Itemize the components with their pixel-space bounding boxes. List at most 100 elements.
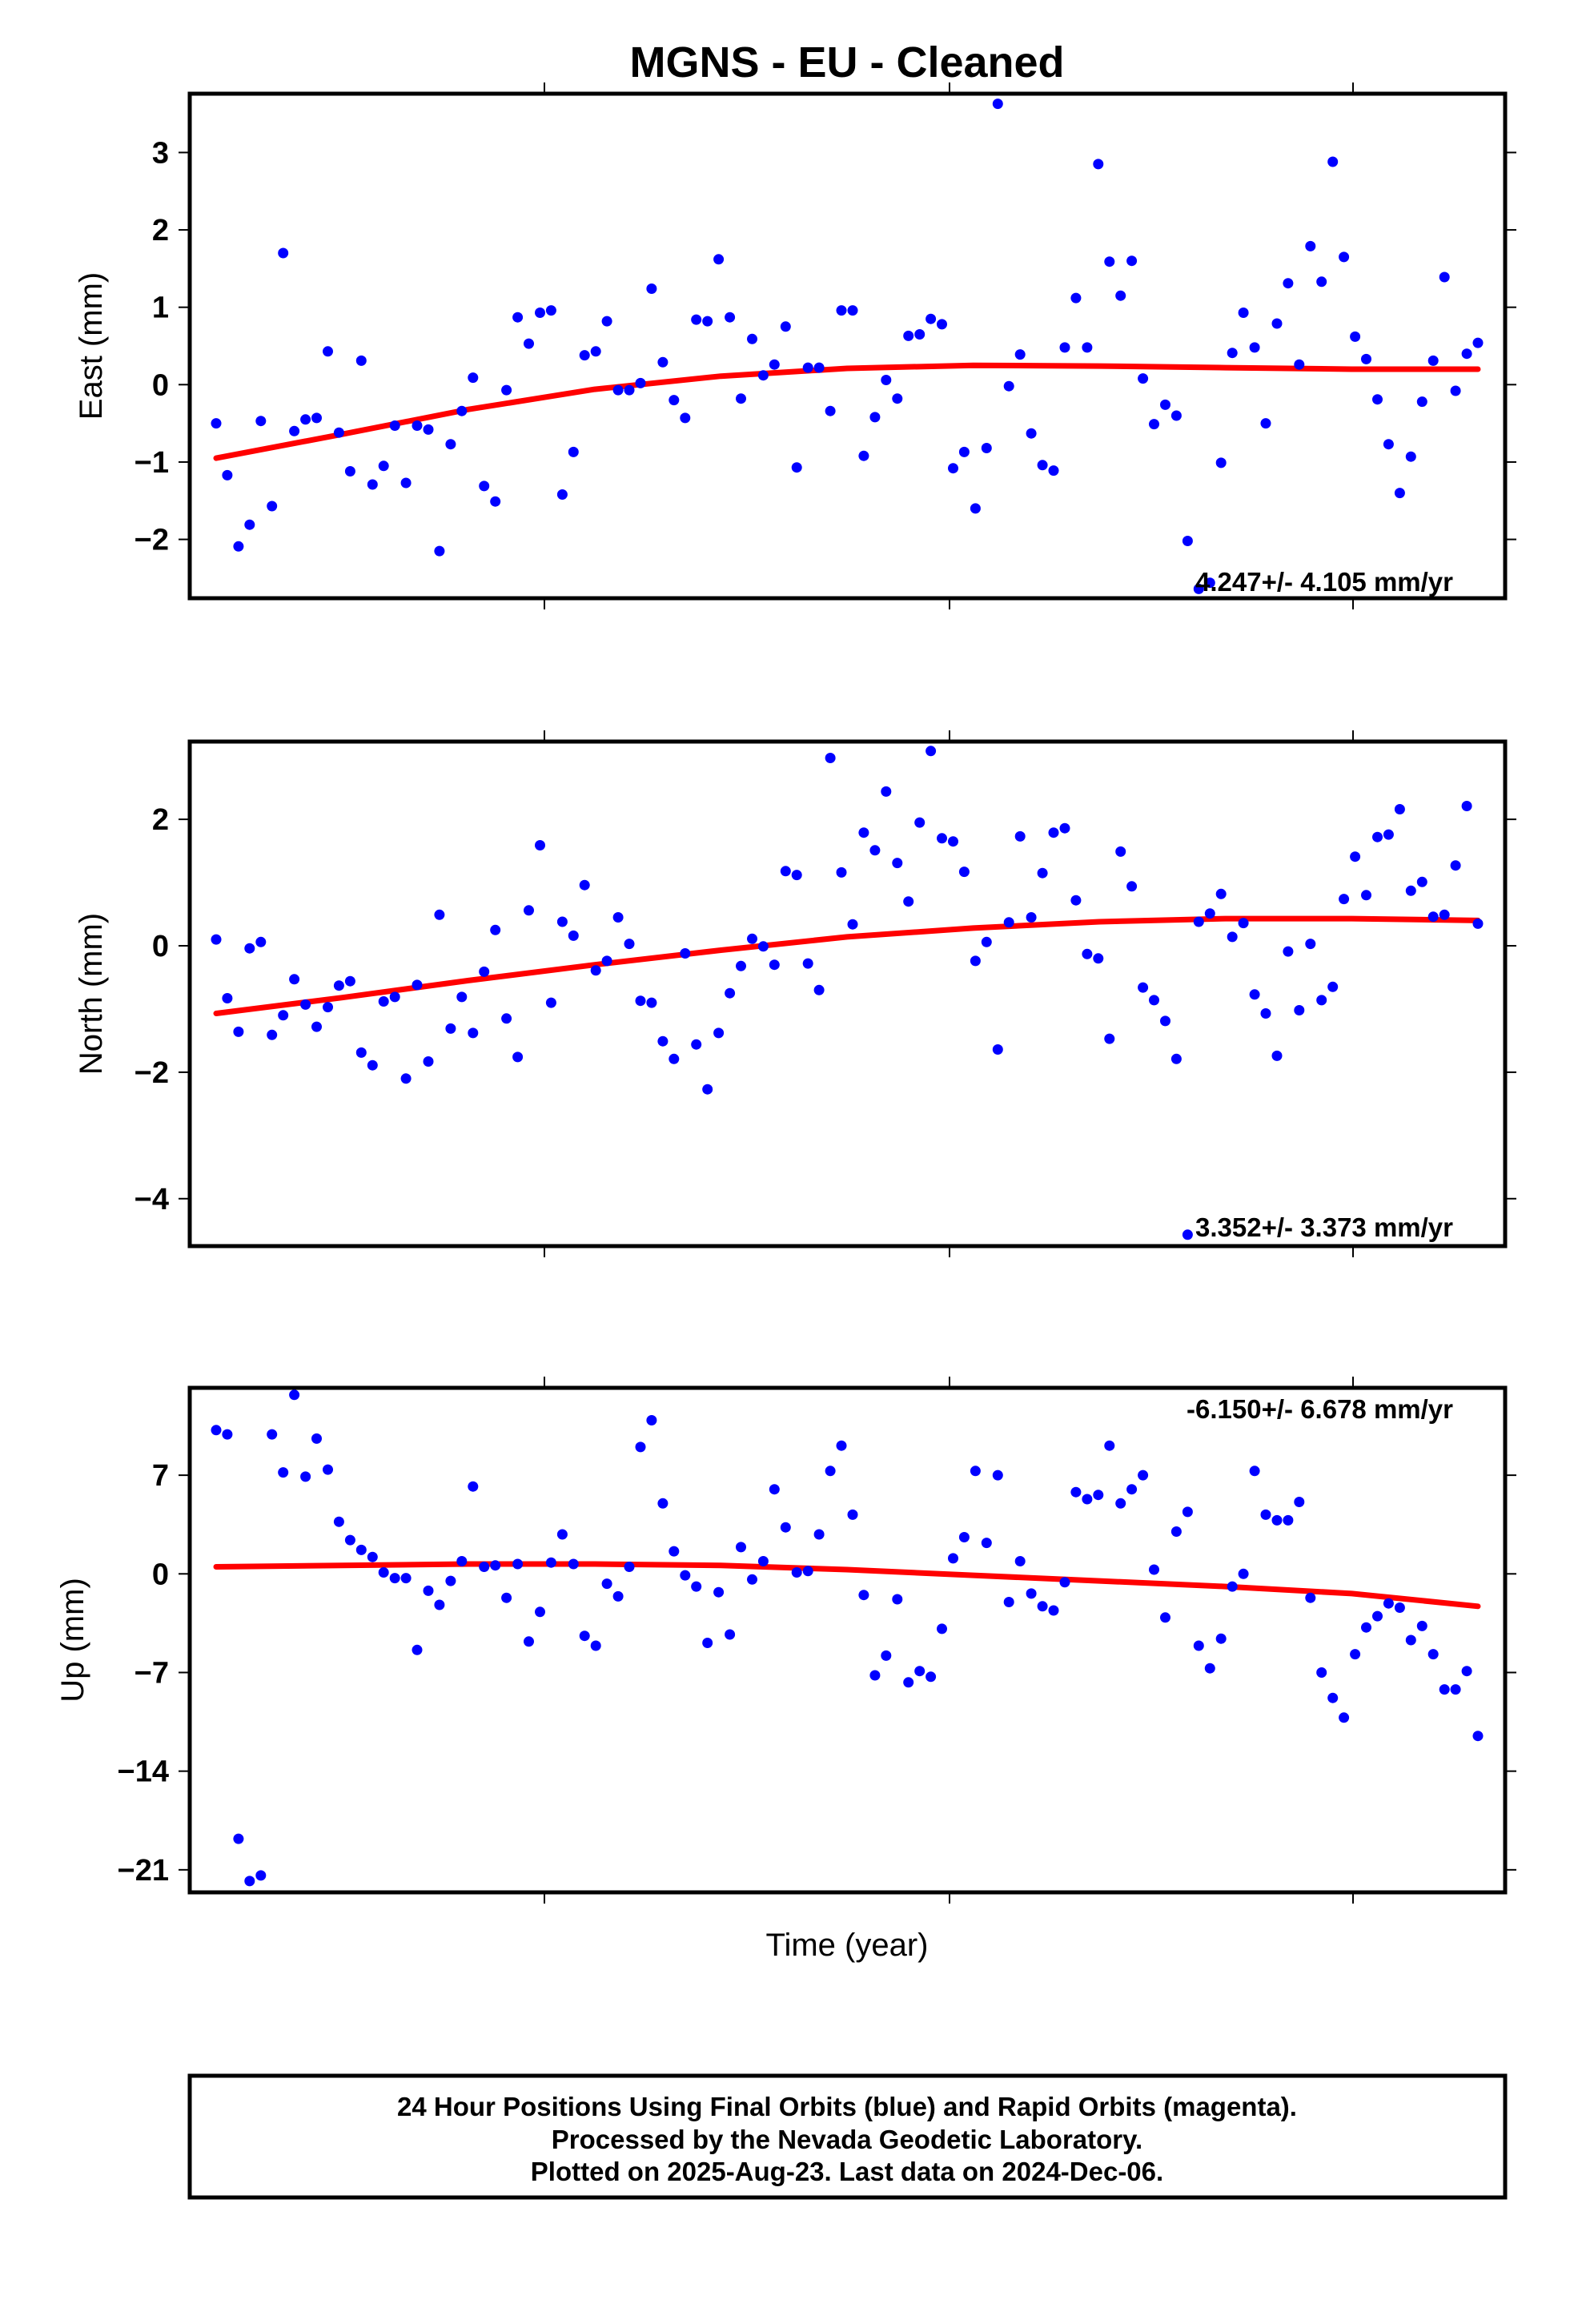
velocity-label: -6.150+/- 6.678 mm/yr bbox=[1186, 1394, 1453, 1424]
data-point bbox=[1405, 885, 1416, 896]
data-point bbox=[757, 1556, 769, 1566]
data-point bbox=[1204, 908, 1215, 919]
data-point bbox=[289, 1389, 300, 1401]
x-ticks bbox=[544, 730, 1354, 1257]
data-point bbox=[479, 1562, 490, 1572]
data-point bbox=[858, 827, 869, 838]
data-point bbox=[657, 1498, 669, 1509]
data-point bbox=[434, 1599, 445, 1610]
data-point bbox=[389, 1573, 400, 1584]
data-point bbox=[691, 1039, 702, 1050]
data-point bbox=[992, 1470, 1003, 1481]
data-point bbox=[926, 313, 937, 324]
data-point bbox=[970, 1466, 981, 1477]
data-point bbox=[1394, 804, 1405, 814]
data-point bbox=[1082, 948, 1093, 959]
data-point bbox=[1126, 1484, 1138, 1495]
data-point bbox=[1048, 827, 1059, 838]
data-point bbox=[914, 329, 926, 340]
data-point bbox=[1093, 953, 1104, 964]
data-point bbox=[244, 943, 255, 954]
data-point bbox=[1170, 1526, 1182, 1537]
data-point bbox=[1059, 822, 1070, 834]
data-point bbox=[791, 1567, 802, 1578]
data-point bbox=[456, 991, 468, 1003]
data-point bbox=[545, 305, 556, 316]
y-tick-label: −2 bbox=[135, 1056, 169, 1090]
plot-frame bbox=[187, 739, 1508, 1248]
data-point bbox=[456, 1556, 468, 1566]
data-point bbox=[981, 1538, 992, 1549]
data-point bbox=[669, 1546, 680, 1557]
data-point bbox=[1138, 982, 1149, 993]
data-point bbox=[1294, 359, 1305, 370]
y-tick-label: 7 bbox=[152, 1459, 169, 1493]
data-point bbox=[1327, 156, 1339, 167]
data-point bbox=[1260, 418, 1271, 429]
y-tick-label: 2 bbox=[152, 803, 169, 837]
footer-frame bbox=[187, 2073, 1508, 2200]
data-point bbox=[624, 939, 635, 950]
data-point bbox=[378, 460, 389, 472]
data-point bbox=[958, 866, 970, 878]
y-ticks: −2 −1 0 1 2 3 bbox=[135, 136, 1516, 557]
data-point bbox=[222, 469, 233, 480]
data-point bbox=[479, 480, 490, 492]
trend-line bbox=[213, 362, 1481, 461]
data-point bbox=[892, 858, 903, 869]
data-point bbox=[1350, 1649, 1361, 1660]
data-point bbox=[1126, 881, 1138, 892]
data-point bbox=[757, 370, 769, 381]
data-point bbox=[1361, 890, 1371, 901]
data-point bbox=[211, 1425, 222, 1436]
data-point bbox=[378, 1567, 389, 1578]
data-point bbox=[1238, 308, 1249, 318]
data-point bbox=[903, 896, 914, 907]
data-point bbox=[1372, 394, 1383, 405]
data-point bbox=[501, 384, 512, 396]
data-point bbox=[1048, 465, 1059, 476]
data-point bbox=[1182, 1506, 1193, 1518]
data-point bbox=[1048, 1605, 1059, 1616]
data-point bbox=[937, 1623, 947, 1634]
y-axis-title: Up (mm) bbox=[55, 1578, 90, 1703]
data-point bbox=[1026, 912, 1037, 923]
data-point bbox=[1439, 909, 1450, 920]
data-point bbox=[556, 489, 568, 500]
data-point bbox=[1472, 1731, 1484, 1742]
data-point bbox=[769, 1484, 780, 1495]
data-point bbox=[1339, 1712, 1350, 1723]
data-points bbox=[211, 1389, 1484, 1887]
data-point bbox=[1003, 1597, 1014, 1607]
footer-line-3: Plotted on 2025-Aug-23. Last data on 202… bbox=[531, 2157, 1163, 2186]
data-point bbox=[813, 984, 825, 995]
panel-north: −4 −2 0 2 North (mm) 3.352+/- 3.373 mm/yr bbox=[74, 730, 1516, 1257]
data-point bbox=[300, 414, 311, 425]
data-point bbox=[233, 1833, 244, 1844]
data-point bbox=[590, 1640, 601, 1651]
data-point bbox=[468, 1027, 479, 1039]
data-point bbox=[612, 1590, 624, 1602]
data-point bbox=[579, 879, 590, 891]
data-point bbox=[1093, 1490, 1104, 1501]
y-tick-label: −4 bbox=[135, 1183, 169, 1216]
y-tick-label: 3 bbox=[152, 136, 169, 170]
data-point bbox=[267, 1429, 278, 1440]
data-point bbox=[892, 1594, 903, 1605]
data-point bbox=[1271, 318, 1283, 329]
y-axis-title: East (mm) bbox=[74, 272, 109, 420]
data-point bbox=[725, 312, 736, 323]
data-point bbox=[1215, 1633, 1227, 1644]
data-point bbox=[702, 1638, 713, 1648]
data-point bbox=[646, 997, 657, 1008]
data-point bbox=[323, 346, 333, 357]
data-point bbox=[669, 1053, 680, 1064]
data-point bbox=[311, 1021, 322, 1032]
data-point bbox=[590, 346, 601, 357]
data-point bbox=[1126, 255, 1138, 267]
data-point bbox=[601, 316, 612, 327]
data-point bbox=[1170, 1053, 1182, 1064]
data-point bbox=[881, 375, 892, 385]
data-point bbox=[1149, 995, 1159, 1006]
